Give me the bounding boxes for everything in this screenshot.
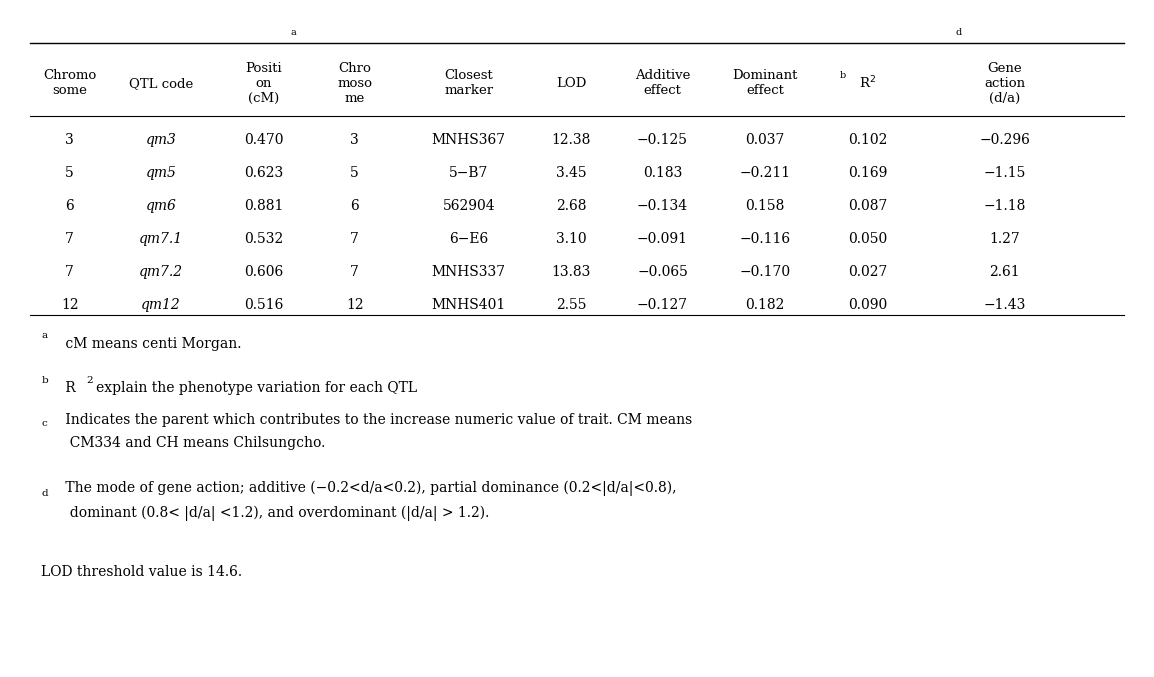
- Text: The mode of gene action; additive (−0.2<d/a<0.2), partial dominance (0.2<|d/a|<0: The mode of gene action; additive (−0.2<…: [60, 481, 676, 521]
- Text: 0.516: 0.516: [243, 299, 283, 312]
- Text: Positi
on
(cM): Positi on (cM): [245, 62, 282, 105]
- Text: −0.116: −0.116: [740, 232, 790, 246]
- Text: b: b: [839, 71, 846, 81]
- Text: 0.037: 0.037: [745, 133, 785, 146]
- Text: 3.10: 3.10: [556, 232, 586, 246]
- Text: a: a: [42, 331, 47, 341]
- Text: R: R: [60, 381, 75, 395]
- Text: MNHS337: MNHS337: [432, 265, 505, 279]
- Text: qm3: qm3: [145, 133, 177, 146]
- Text: 0.050: 0.050: [848, 232, 887, 246]
- Text: LOD: LOD: [556, 77, 586, 89]
- Text: 0.027: 0.027: [848, 265, 887, 279]
- Text: MNHS401: MNHS401: [432, 299, 505, 312]
- Text: 2.68: 2.68: [556, 199, 586, 213]
- Text: 0.183: 0.183: [643, 166, 682, 179]
- Text: 6−E6: 6−E6: [449, 232, 488, 246]
- Text: −0.125: −0.125: [637, 133, 688, 146]
- Text: 5: 5: [66, 166, 74, 179]
- Text: 5−B7: 5−B7: [449, 166, 488, 179]
- Text: −0.127: −0.127: [637, 299, 688, 312]
- Text: 0.606: 0.606: [243, 265, 283, 279]
- Text: Chromo
some: Chromo some: [43, 69, 96, 97]
- Text: −0.170: −0.170: [740, 265, 790, 279]
- Text: −0.296: −0.296: [979, 133, 1031, 146]
- Text: qm12: qm12: [141, 299, 181, 312]
- Text: 0.532: 0.532: [243, 232, 283, 246]
- Text: 3.45: 3.45: [556, 166, 586, 179]
- Text: 5: 5: [351, 166, 359, 179]
- Text: 12.38: 12.38: [552, 133, 591, 146]
- Text: 2.55: 2.55: [556, 299, 586, 312]
- Text: qm7.2: qm7.2: [138, 265, 183, 279]
- Text: R$^{2}$: R$^{2}$: [860, 75, 876, 91]
- Text: 7: 7: [351, 232, 359, 246]
- Text: 0.158: 0.158: [745, 199, 785, 213]
- Text: qm7.1: qm7.1: [138, 232, 183, 246]
- Text: 0.881: 0.881: [243, 199, 283, 213]
- Text: −1.18: −1.18: [983, 199, 1026, 213]
- Text: 2: 2: [87, 376, 93, 385]
- Text: Dominant
effect: Dominant effect: [733, 69, 797, 97]
- Text: −0.091: −0.091: [637, 232, 688, 246]
- Text: 13.83: 13.83: [552, 265, 591, 279]
- Text: d: d: [956, 28, 962, 37]
- Text: d: d: [42, 489, 47, 498]
- Text: 2.61: 2.61: [989, 265, 1020, 279]
- Text: c: c: [42, 419, 47, 428]
- Text: −0.134: −0.134: [637, 199, 688, 213]
- Text: 562904: 562904: [442, 199, 495, 213]
- Text: explain the phenotype variation for each QTL: explain the phenotype variation for each…: [96, 381, 417, 395]
- Text: 0.087: 0.087: [848, 199, 887, 213]
- Text: 12: 12: [61, 299, 78, 312]
- Text: 7: 7: [66, 265, 74, 279]
- Text: 0.090: 0.090: [848, 299, 887, 312]
- Text: 7: 7: [351, 265, 359, 279]
- Text: 3: 3: [66, 133, 74, 146]
- Text: QTL code: QTL code: [129, 77, 193, 89]
- Text: Additive
effect: Additive effect: [635, 69, 690, 97]
- Text: a: a: [291, 28, 295, 37]
- Text: 1.27: 1.27: [989, 232, 1020, 246]
- Text: LOD threshold value is 14.6.: LOD threshold value is 14.6.: [42, 565, 242, 579]
- Text: 6: 6: [351, 199, 359, 213]
- Text: Indicates the parent which contributes to the increase numeric value of trait. C: Indicates the parent which contributes t…: [60, 413, 691, 450]
- Text: 0.470: 0.470: [243, 133, 283, 146]
- Text: −0.211: −0.211: [740, 166, 790, 179]
- Text: Chro
moso
me: Chro moso me: [337, 62, 373, 105]
- Text: Closest
marker: Closest marker: [444, 69, 493, 97]
- Text: 3: 3: [351, 133, 359, 146]
- Text: 6: 6: [66, 199, 74, 213]
- Text: qm6: qm6: [145, 199, 177, 213]
- Text: cM means centi Morgan.: cM means centi Morgan.: [60, 336, 241, 351]
- Text: −1.43: −1.43: [983, 299, 1026, 312]
- Text: b: b: [42, 376, 48, 385]
- Text: 7: 7: [66, 232, 74, 246]
- Text: Gene
action
(d/a): Gene action (d/a): [984, 62, 1025, 105]
- Text: 0.623: 0.623: [243, 166, 283, 179]
- Text: qm5: qm5: [145, 166, 177, 179]
- Text: −0.065: −0.065: [637, 265, 688, 279]
- Text: 0.182: 0.182: [745, 299, 785, 312]
- Text: 0.169: 0.169: [848, 166, 887, 179]
- Text: −1.15: −1.15: [983, 166, 1026, 179]
- Text: 0.102: 0.102: [848, 133, 887, 146]
- Text: 12: 12: [346, 299, 364, 312]
- Text: MNHS367: MNHS367: [432, 133, 505, 146]
